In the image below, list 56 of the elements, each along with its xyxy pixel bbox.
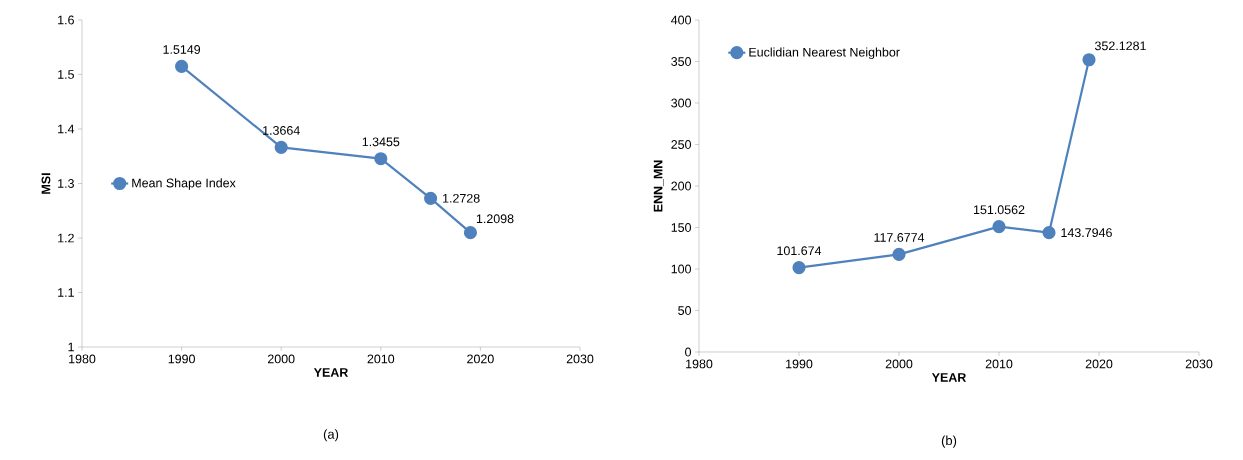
y-tick-label: 250 (671, 140, 692, 149)
point (992, 220, 1006, 234)
x-tick-label: 2020 (467, 354, 494, 364)
y-tick-label: 1 (68, 342, 74, 352)
data-label: 143.7946 (1061, 228, 1112, 238)
data-label: 117.6774 (874, 233, 925, 242)
point (1082, 53, 1096, 67)
x-tick-label: 2000 (267, 354, 295, 364)
y-tick-label: 300 (671, 98, 692, 108)
x-tick-label: 2030 (566, 354, 594, 364)
data-label: 101.674 (777, 246, 822, 256)
text: (a) (323, 429, 339, 442)
point (274, 140, 288, 154)
data-label: 1.3664 (263, 126, 300, 135)
data-label: 1.2728 (443, 193, 480, 203)
y-tick-label: 1.4 (58, 124, 75, 134)
point (892, 247, 906, 261)
data-label: 1.5149 (163, 45, 201, 54)
y-tick-label: 1.6 (58, 15, 74, 25)
y-tick-label: 1.5 (58, 70, 74, 79)
y-tick-label: 0 (685, 347, 692, 357)
point (463, 226, 478, 240)
y-tick-label: 200 (671, 181, 692, 191)
legend-label: Euclidian Nearest Neighbor (749, 47, 900, 60)
x-tick-label: 2030 (1185, 359, 1213, 369)
x-axis-title: YEAR (313, 368, 349, 377)
y-tick-label: 1.3 (58, 179, 74, 188)
text: (b) (941, 435, 957, 448)
y-tick-label: 350 (671, 57, 692, 66)
point (374, 152, 388, 166)
y-tick-label: 1.2 (58, 233, 74, 243)
point (175, 59, 189, 73)
y-tick-label: 100 (671, 264, 692, 274)
y-tick-label: 50 (678, 306, 692, 315)
x-tick-label: 2000 (885, 359, 913, 369)
x-tick-label: 2010 (985, 359, 1013, 369)
legend-label: Mean Shape Index (132, 178, 236, 190)
x-tick-label: 2020 (1085, 359, 1113, 369)
data-label: 1.3455 (362, 137, 400, 147)
point (1042, 226, 1056, 240)
x-tick-label: 2010 (367, 354, 395, 364)
data-label: 151.0562 (973, 205, 1025, 215)
x-tick-label: 1980 (69, 354, 96, 364)
x-tick-label: 1990 (168, 354, 195, 364)
x-axis-title: YEAR (931, 373, 967, 382)
x-tick-label: 1980 (686, 359, 713, 369)
data-label: 1.2098 (476, 214, 514, 224)
y-tick-label: 400 (671, 15, 692, 25)
y-tick-label: 1.1 (58, 288, 74, 297)
data-label: 352.1281 (1094, 41, 1146, 51)
y-axis-title: ENN_MN (653, 160, 664, 212)
point (424, 191, 438, 205)
point (792, 261, 806, 275)
y-axis-title: MSI (41, 173, 51, 194)
x-tick-label: 1990 (786, 359, 813, 369)
y-tick-label: 150 (671, 223, 692, 232)
